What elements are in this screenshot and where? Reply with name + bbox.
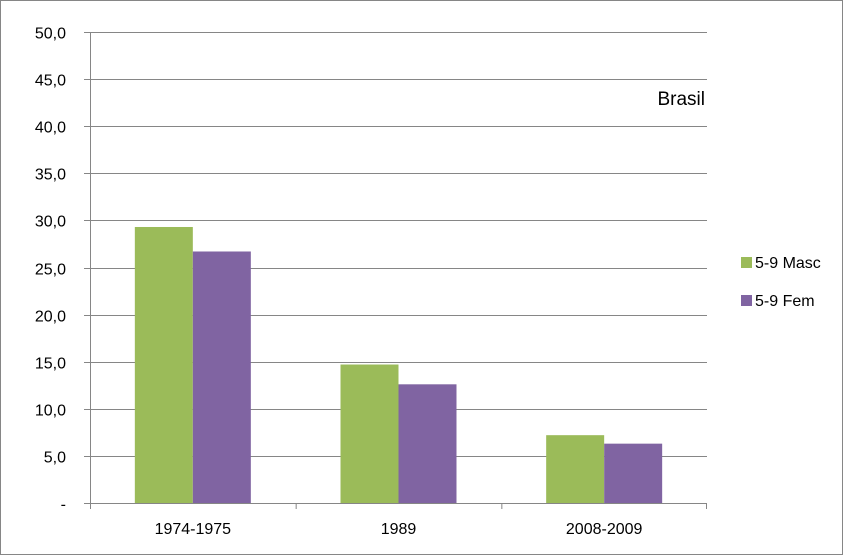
y-tick-label: 15,0 (35, 356, 66, 373)
y-tick-label: 45,0 (35, 73, 66, 90)
y-tick-label: 20,0 (35, 309, 66, 326)
bar (192, 251, 251, 503)
x-tick-label: 1974-1975 (155, 521, 232, 538)
legend-swatch (741, 295, 752, 306)
y-tick-label: 30,0 (35, 214, 66, 231)
legend-label: 5-9 Masc (755, 255, 821, 272)
legend: 5-9 Masc 5-9 Fem (741, 255, 821, 310)
bars (134, 226, 663, 503)
bar (604, 443, 663, 503)
legend-label: 5-9 Fem (755, 293, 815, 310)
y-tick-label: 35,0 (35, 167, 66, 184)
axes (84, 32, 707, 509)
chart-annotation: Brasil (657, 89, 705, 110)
y-tick-label: 10,0 (35, 403, 66, 420)
y-tick-label: - (61, 497, 66, 514)
y-tick-label: 40,0 (35, 120, 66, 137)
y-tick-label: 50,0 (35, 26, 66, 43)
bar (398, 384, 457, 503)
tick-labels: - 5,0 10,0 15,0 20,0 25,0 30,0 35,0 40,0 45,0 50,0… (35, 26, 643, 539)
bar (546, 435, 605, 503)
bar (134, 226, 193, 503)
y-tick-label: 25,0 (35, 262, 66, 279)
y-tick-label: 5,0 (44, 450, 66, 467)
bar (340, 364, 399, 503)
x-tick-label: 2008-2009 (566, 521, 643, 538)
legend-swatch (741, 257, 752, 268)
x-tick-label: 1989 (381, 521, 417, 538)
